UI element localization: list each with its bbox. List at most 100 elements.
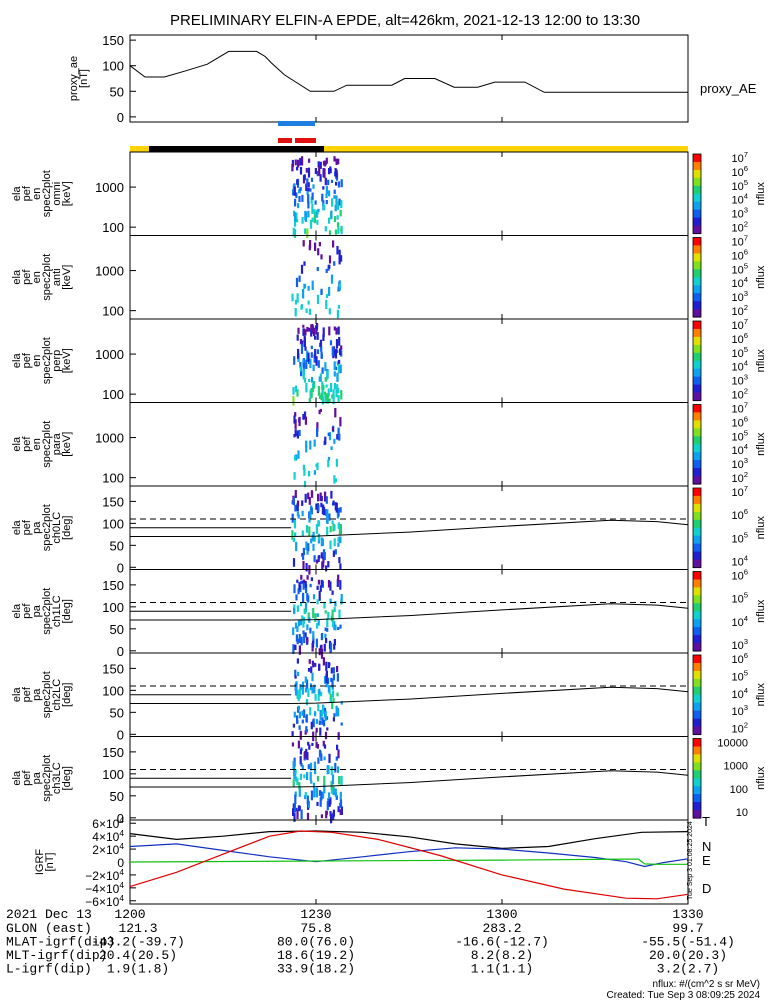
spectrogram-cell xyxy=(294,455,297,461)
colorbar-frame xyxy=(692,654,702,735)
colorbar-swatch xyxy=(693,782,701,785)
colorbar-tick-label: 105 xyxy=(731,591,748,606)
spectrogram-cell xyxy=(294,419,297,429)
spectrogram-cell xyxy=(291,163,294,172)
spectrogram-cell xyxy=(293,711,296,718)
panel-ylabel-line: spec2plot xyxy=(41,504,53,551)
spectrogram-cell xyxy=(311,534,314,542)
colorbar-swatch xyxy=(693,438,701,441)
spectrogram-cell xyxy=(339,364,342,372)
colorbar-swatch xyxy=(693,619,701,622)
colorbar-swatch xyxy=(693,808,701,811)
spectrogram-cell xyxy=(306,679,309,690)
spectrogram-cell xyxy=(298,582,301,590)
colorbar-swatch xyxy=(693,756,701,759)
spectrogram-cell xyxy=(294,412,297,417)
colorbar: 106 105 104 103 nflux xyxy=(692,568,767,652)
spectrogram-cell xyxy=(319,797,322,807)
spectrogram-cell xyxy=(296,689,299,699)
spectrogram-cell xyxy=(325,294,329,299)
colorbar-tick-label: 106 xyxy=(731,568,748,583)
spectrogram-cell xyxy=(297,159,300,168)
colorbar-swatch xyxy=(693,748,701,751)
colorbar-swatch xyxy=(693,223,701,227)
spectrogram-cell xyxy=(299,749,302,755)
ae-ytick-label: 100 xyxy=(102,59,124,74)
colorbar-swatch xyxy=(693,237,701,241)
spectrogram-cell xyxy=(336,222,340,227)
spectrogram-cell xyxy=(317,493,320,502)
spectrogram-cell xyxy=(302,583,305,590)
xtick-label: 1200 xyxy=(114,907,145,922)
panel-ylabel-line: perp xyxy=(51,350,63,372)
colorbar-swatch xyxy=(693,712,701,716)
spectrogram-cell xyxy=(306,178,309,186)
spectrogram-cell xyxy=(334,204,337,212)
spectrogram-cell xyxy=(303,328,306,334)
colorbar-tick-label: 107 xyxy=(731,317,748,332)
spectrogram-cell xyxy=(293,607,296,614)
spectrogram-cell xyxy=(310,345,313,350)
spectrogram-cell xyxy=(329,642,333,652)
spectrogram-cell xyxy=(334,478,337,483)
spectrogram-cell xyxy=(304,632,307,638)
spectrogram-cell xyxy=(299,339,303,345)
colorbar-frame xyxy=(692,237,702,318)
colorbar-swatch xyxy=(693,348,701,352)
colorbar-label: nflux xyxy=(755,182,767,206)
panel-ylabel-line: [deg] xyxy=(61,599,73,623)
colorbar-swatch xyxy=(693,434,701,437)
colorbar-swatch xyxy=(693,279,701,282)
spectrogram-cell xyxy=(325,157,328,164)
spectrogram-cell xyxy=(337,766,340,773)
spectrogram-cell xyxy=(329,693,332,703)
igrf-ylabel: IGRF[nT] xyxy=(34,849,56,876)
colorbar-swatch xyxy=(693,794,701,797)
spectrogram-cell xyxy=(300,580,303,585)
spectrogram-cell xyxy=(297,671,300,677)
colorbar-swatch xyxy=(693,169,701,173)
panel-ytick-label: 1000 xyxy=(95,264,124,279)
red-marker xyxy=(295,138,316,143)
colorbar-tick-label: 103 xyxy=(731,373,748,388)
spectrogram-cell xyxy=(298,634,301,640)
colorbar-swatch xyxy=(693,386,701,390)
colorbar-swatch xyxy=(693,229,701,233)
colorbar-swatch xyxy=(693,718,701,722)
colorbar-swatch xyxy=(693,519,701,523)
colorbar-swatch xyxy=(693,458,701,461)
colorbar-tick-label: 102 xyxy=(731,220,748,235)
spectrogram-cell xyxy=(321,197,324,202)
spectrogram-cell xyxy=(337,158,340,165)
colorbar-swatch xyxy=(693,450,701,453)
colorbar-tick-label: 105 xyxy=(731,530,748,545)
spectrogram-cell xyxy=(320,346,323,352)
spectrogram-cell xyxy=(338,336,341,346)
spectrogram-cell xyxy=(302,464,305,470)
spectrogram-cell xyxy=(335,705,338,713)
colorbar-swatch xyxy=(693,291,701,294)
spectrogram-cell xyxy=(299,773,302,780)
spectrogram-cell xyxy=(333,621,336,630)
spectrogram-cell xyxy=(317,520,321,526)
colorbar-tick-label: 106 xyxy=(731,414,748,429)
colorbar-swatch xyxy=(693,446,701,449)
spectrogram-cell xyxy=(297,500,300,506)
colorbar-swatch xyxy=(693,672,701,676)
colorbar-swatch xyxy=(693,466,701,469)
spectrogram-cell xyxy=(294,218,297,227)
spectrogram-cell xyxy=(338,359,341,364)
spectrogram-cell xyxy=(310,177,314,182)
colorbar-swatch xyxy=(693,406,701,410)
colorbar-swatch xyxy=(693,390,701,394)
colorbar-swatch xyxy=(693,476,701,479)
spectrogram-cell xyxy=(315,503,318,510)
colorbar-swatch xyxy=(693,408,701,412)
colorbar-swatch xyxy=(693,788,701,791)
spectrogram-cell xyxy=(336,387,340,394)
colorbar-swatch xyxy=(693,601,701,604)
colorbar-swatch xyxy=(693,217,701,221)
spectrogram-cell xyxy=(301,615,304,621)
